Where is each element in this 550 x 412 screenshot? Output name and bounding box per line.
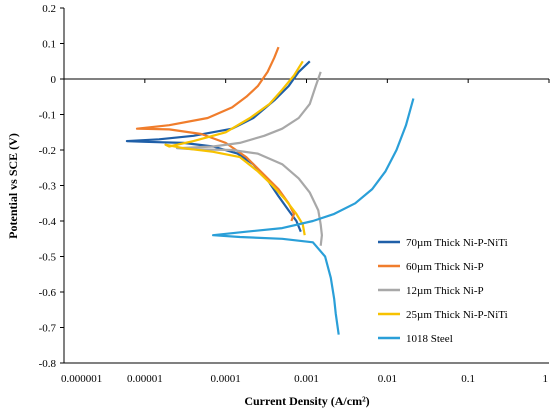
tick-labels: -0.8 -0.7 -0.6 -0.5 -0.4 -0.3 -0.2 -0.1 0 0.1 0.2 0… <box>39 3 548 385</box>
y-tick-label: -0.5 <box>39 252 57 264</box>
x-tick-label: 0.001 <box>294 373 319 385</box>
y-tick-label: 0 <box>51 74 57 86</box>
legend-label: 12µm Thick Ni-P <box>406 285 484 297</box>
y-tick-label: -0.3 <box>39 181 57 193</box>
x-tick-label: 0.1 <box>461 373 475 385</box>
y-tick-label: -0.6 <box>39 287 57 299</box>
series-line <box>212 98 415 335</box>
x-tick-label: 0.01 <box>378 373 397 385</box>
y-tick-label: 0.2 <box>42 3 56 15</box>
y-tick-label: -0.1 <box>39 110 56 122</box>
x-tick-label: 1 <box>543 373 549 385</box>
axes <box>60 7 550 364</box>
series-line <box>135 46 296 222</box>
y-axis-title: Potential vs SCE (V) <box>6 133 20 239</box>
y-tick-label: -0.8 <box>39 358 57 370</box>
x-tick-label: 0.00001 <box>127 373 163 385</box>
legend-label: 25µm Thick Ni-P-NiTi <box>406 309 508 321</box>
series-line <box>164 60 306 236</box>
legend-label: 60µm Thick Ni-P <box>406 261 484 273</box>
legend-label: 70µm Thick Ni-P-NiTi <box>406 237 508 249</box>
y-tick-label: 0.1 <box>42 39 56 51</box>
legend-label: 1018 Steel <box>406 333 453 345</box>
x-axis-title: Current Density (A/cm²) <box>244 394 369 408</box>
y-tick-label: -0.7 <box>39 323 57 335</box>
y-tick-label: -0.4 <box>39 216 57 228</box>
series-lines <box>125 46 415 335</box>
y-tick-label: -0.2 <box>39 145 56 157</box>
x-tick-label: 0.0001 <box>211 373 241 385</box>
x-tick-label: 0.000001 <box>61 373 102 385</box>
series-line <box>125 60 311 233</box>
legend: 70µm Thick Ni-P-NiTi 60µm Thick Ni-P 12µm … <box>378 237 508 345</box>
